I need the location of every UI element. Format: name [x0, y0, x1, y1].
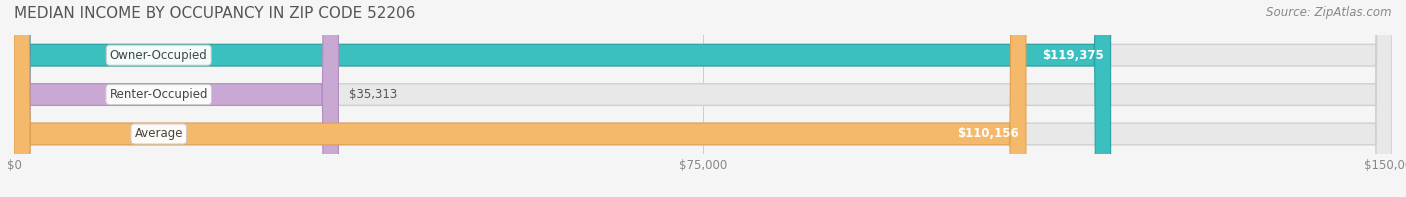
FancyBboxPatch shape	[14, 0, 1392, 197]
FancyBboxPatch shape	[14, 0, 1026, 197]
FancyBboxPatch shape	[14, 0, 1392, 197]
Text: $119,375: $119,375	[1042, 49, 1104, 62]
FancyBboxPatch shape	[14, 0, 1392, 197]
FancyBboxPatch shape	[14, 0, 339, 197]
FancyBboxPatch shape	[14, 0, 1111, 197]
Text: Average: Average	[135, 127, 183, 140]
Text: MEDIAN INCOME BY OCCUPANCY IN ZIP CODE 52206: MEDIAN INCOME BY OCCUPANCY IN ZIP CODE 5…	[14, 6, 415, 21]
Text: Renter-Occupied: Renter-Occupied	[110, 88, 208, 101]
Text: Source: ZipAtlas.com: Source: ZipAtlas.com	[1267, 6, 1392, 19]
Text: Owner-Occupied: Owner-Occupied	[110, 49, 208, 62]
Text: $35,313: $35,313	[350, 88, 398, 101]
Text: $110,156: $110,156	[957, 127, 1019, 140]
